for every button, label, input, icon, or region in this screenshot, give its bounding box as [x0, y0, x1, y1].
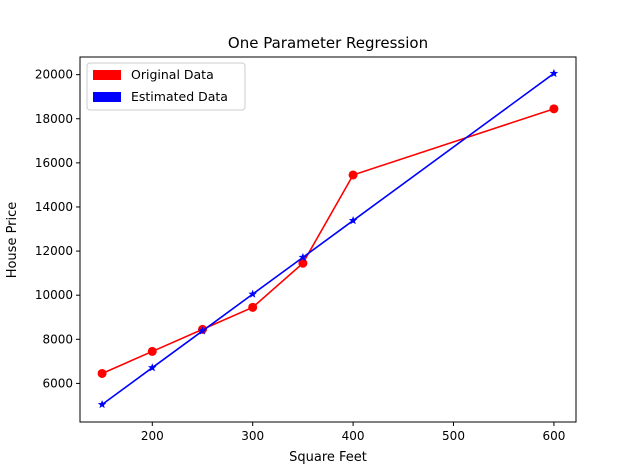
data-point — [549, 68, 559, 78]
chart-title: One Parameter Regression — [228, 34, 428, 52]
y-tick-label: 12000 — [35, 244, 73, 258]
y-tick-label: 8000 — [42, 332, 73, 346]
y-tick-label: 20000 — [35, 68, 73, 82]
data-point — [348, 170, 358, 180]
y-tick-label: 18000 — [35, 112, 73, 126]
x-tick-label: 500 — [442, 429, 465, 443]
y-tick-label: 6000 — [42, 376, 73, 390]
data-point — [298, 258, 308, 268]
data-point — [298, 252, 308, 261]
data-point — [97, 399, 107, 409]
legend-swatch-estimated-data — [93, 92, 121, 102]
y-tick-label: 14000 — [35, 200, 73, 214]
data-point — [148, 363, 157, 372]
legend-swatch-original-data — [93, 70, 121, 80]
data-point — [248, 289, 257, 298]
y-tick-label: 16000 — [35, 156, 73, 170]
y-axis: 6000 8000 10000 12000 14000 16000 18000 20000 — [35, 68, 80, 390]
data-point — [348, 216, 358, 225]
series-original-data — [97, 104, 559, 378]
data-point — [248, 302, 258, 312]
y-axis-label: House Price — [5, 202, 20, 279]
legend: Original Data Estimated Data — [86, 62, 246, 111]
data-point — [198, 326, 207, 335]
series-estimated-data — [97, 68, 559, 409]
x-tick-label: 200 — [141, 429, 164, 443]
plot-frame — [79, 56, 577, 423]
y-tick-label: 10000 — [35, 288, 73, 302]
plot-area — [79, 56, 577, 423]
data-point — [97, 368, 107, 378]
x-axis-label: Square Feet — [289, 450, 367, 465]
x-tick-label: 300 — [241, 429, 264, 443]
legend-box — [86, 62, 246, 111]
legend-label-original-data: Original Data — [131, 67, 214, 82]
data-point — [147, 346, 157, 356]
legend-label-estimated-data: Estimated Data — [131, 89, 228, 104]
series-layer — [97, 68, 559, 409]
data-point — [549, 104, 559, 114]
x-axis: 200 300 400 500 600 — [141, 422, 565, 443]
x-tick-label: 400 — [342, 429, 365, 443]
x-tick-label: 600 — [542, 429, 565, 443]
